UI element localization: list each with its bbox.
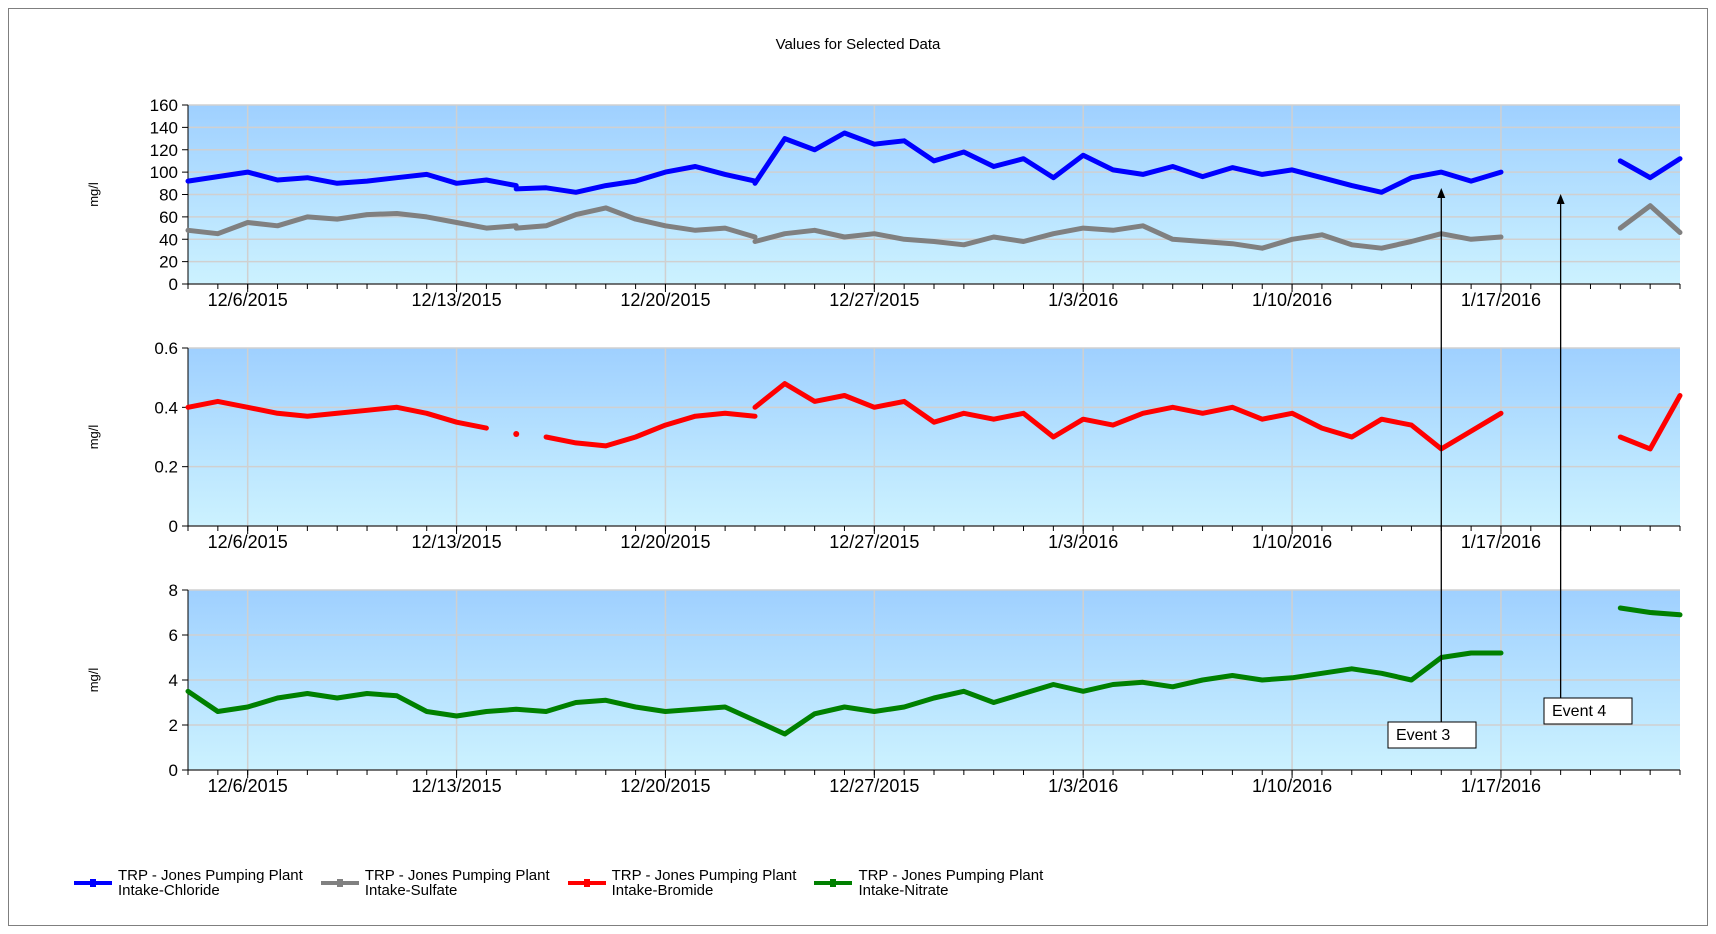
legend-item-chloride: TRP - Jones Pumping Plant Intake-Chlorid… bbox=[74, 868, 303, 898]
chart-title: Values for Selected Data bbox=[775, 36, 941, 53]
plot-area bbox=[188, 348, 1680, 526]
series-line-1 bbox=[185, 398, 489, 431]
x-tick-label: 12/13/2015 bbox=[412, 776, 502, 796]
series-line-1 bbox=[513, 164, 758, 195]
y-tick-label: 160 bbox=[150, 96, 178, 115]
series-line-2 bbox=[513, 205, 758, 240]
x-tick-label: 1/3/2016 bbox=[1048, 532, 1118, 552]
x-tick-label: 12/13/2015 bbox=[412, 532, 502, 552]
y-tick-label: 20 bbox=[159, 253, 178, 272]
y-tick-label: 8 bbox=[169, 581, 178, 600]
x-tick-label: 12/27/2015 bbox=[829, 290, 919, 310]
event-annotation: Event 4 bbox=[1543, 194, 1633, 725]
series-line-1 bbox=[543, 410, 758, 449]
y-tick-label: 2 bbox=[169, 716, 178, 735]
event-arrow-head bbox=[1437, 188, 1446, 198]
y-tick-label: 80 bbox=[159, 186, 178, 205]
y-tick-label: 0.6 bbox=[154, 339, 178, 358]
series-line-2 bbox=[185, 211, 519, 237]
series-line-1 bbox=[1617, 605, 1683, 618]
event-box bbox=[1543, 697, 1633, 725]
event-label: Event 4 bbox=[1552, 703, 1606, 720]
legend-item-bromide: TRP - Jones Pumping Plant Intake-Bromide bbox=[567, 867, 797, 899]
x-tick-label: 12/20/2015 bbox=[620, 532, 710, 552]
legend-label-chloride: TRP - Jones Pumping Plant Intake-Chlorid… bbox=[118, 867, 303, 899]
y-tick-label: 4 bbox=[169, 671, 178, 690]
y-axis-label: mg/l bbox=[86, 182, 101, 207]
series-line-2 bbox=[1617, 203, 1683, 235]
x-tick-label: 1/17/2016 bbox=[1461, 290, 1541, 310]
series-line-1 bbox=[185, 650, 1504, 737]
event-label: Event 3 bbox=[1396, 727, 1450, 744]
y-tick-label: 120 bbox=[150, 141, 178, 160]
x-tick-label: 1/10/2016 bbox=[1252, 776, 1332, 796]
y-tick-label: 0 bbox=[169, 275, 178, 294]
x-tick-label: 1/10/2016 bbox=[1252, 532, 1332, 552]
x-tick-label: 12/6/2015 bbox=[208, 776, 288, 796]
series-line-1 bbox=[752, 381, 1504, 452]
x-tick-label: 12/6/2015 bbox=[208, 532, 288, 552]
x-tick-label: 1/17/2016 bbox=[1461, 776, 1541, 796]
x-tick-label: 1/3/2016 bbox=[1048, 290, 1118, 310]
y-tick-label: 0 bbox=[169, 517, 178, 536]
series-line-1 bbox=[185, 169, 519, 189]
chart-panel-1: 0 20 40 60 80 100 120 140 160 12/6/2015 12/13/2015… bbox=[86, 96, 1683, 310]
x-tick-label: 12/20/2015 bbox=[620, 776, 710, 796]
x-tick-label: 12/6/2015 bbox=[208, 290, 288, 310]
y-tick-label: 0.4 bbox=[154, 398, 178, 417]
legend-item-sulfate: TRP - Jones Pumping Plant Intake-Sulfate bbox=[320, 867, 550, 899]
x-tick-label: 12/20/2015 bbox=[620, 290, 710, 310]
event-annotation: Event 3 bbox=[1387, 188, 1477, 749]
y-tick-label: 140 bbox=[150, 118, 178, 137]
x-tick-label: 12/27/2015 bbox=[829, 776, 919, 796]
legend-swatch-nitrate bbox=[814, 879, 853, 887]
series-line-1 bbox=[1617, 156, 1683, 181]
event-box bbox=[1387, 721, 1477, 749]
series-point bbox=[513, 431, 520, 438]
legend-swatch-sulfate bbox=[320, 879, 359, 887]
y-axis-label: mg/l bbox=[86, 425, 101, 450]
legend-label-nitrate: TRP - Jones Pumping Plant Intake-Nitrate bbox=[858, 867, 1044, 899]
y-axis-label: mg/l bbox=[86, 668, 101, 693]
y-tick-label: 6 bbox=[169, 626, 178, 645]
legend-swatch-chloride bbox=[74, 879, 112, 887]
y-tick-label: 40 bbox=[159, 230, 178, 249]
legend: TRP - Jones Pumping Plant Intake-Chlorid… bbox=[74, 868, 1043, 898]
x-tick-label: 12/27/2015 bbox=[829, 532, 919, 552]
legend-label-sulfate: TRP - Jones Pumping Plant Intake-Sulfate bbox=[364, 867, 550, 899]
legend-swatch-bromide bbox=[567, 879, 606, 887]
event-arrow-head bbox=[1556, 194, 1565, 204]
x-tick-label: 1/3/2016 bbox=[1048, 776, 1118, 796]
y-tick-label: 60 bbox=[159, 208, 178, 227]
x-tick-label: 1/10/2016 bbox=[1252, 290, 1332, 310]
chart-panel-2: 0 0.2 0.4 0.6 12/6/2015 12/13/2015 12/20/2015 1… bbox=[86, 339, 1683, 552]
x-tick-label: 12/13/2015 bbox=[412, 290, 502, 310]
series-line-1 bbox=[752, 130, 1504, 195]
y-tick-label: 0.2 bbox=[154, 458, 178, 477]
series-line-1 bbox=[1617, 393, 1683, 452]
y-tick-label: 100 bbox=[150, 163, 178, 182]
x-tick-label: 1/17/2016 bbox=[1461, 532, 1541, 552]
legend-item-nitrate: TRP - Jones Pumping Plant Intake-Nitrate bbox=[814, 868, 1043, 898]
y-tick-label: 0 bbox=[169, 761, 178, 780]
series-line-2 bbox=[752, 223, 1504, 251]
legend-label-bromide: TRP - Jones Pumping Plant Intake-Bromide bbox=[611, 867, 797, 899]
